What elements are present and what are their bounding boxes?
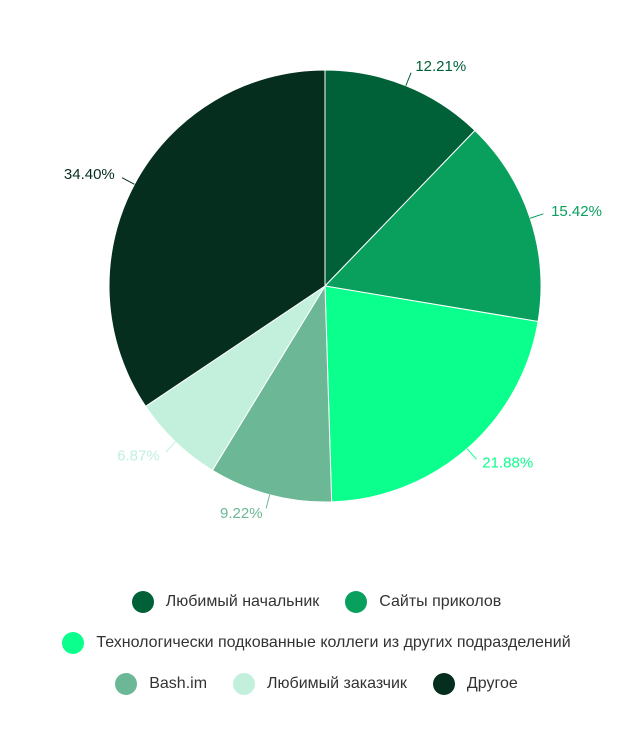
data-label: 6.87% [117, 447, 160, 464]
legend-item: Сайты приколов [345, 591, 501, 613]
legend-label: Любимый начальник [165, 593, 320, 610]
data-label: 34.40% [64, 166, 115, 183]
leader-line [265, 494, 271, 509]
data-label: 21.88% [482, 455, 533, 472]
legend-item: Любимый начальник [131, 591, 320, 613]
leader-line [466, 448, 477, 460]
leader-line [165, 441, 176, 453]
leader-line [405, 72, 412, 86]
legend-swatch [131, 591, 154, 613]
legend-swatch [233, 673, 256, 695]
leader-line [121, 177, 135, 185]
legend-swatch [62, 632, 85, 654]
pie-slice [211, 284, 333, 503]
legend-item: Технологически подкованные коллеги из др… [62, 632, 571, 654]
leader-line [529, 213, 544, 219]
legend-item: Любимый заказчик [233, 673, 407, 695]
legend-row: Bash.im Любимый заказчик Другое [0, 673, 633, 695]
data-label: 15.42% [551, 203, 602, 220]
legend-label: Bash.im [149, 675, 208, 692]
legend-row: Любимый начальник Сайты приколов [0, 591, 633, 613]
legend-swatch [432, 673, 455, 695]
pie-slice [324, 285, 539, 503]
legend-row: Технологически подкованные коллеги из др… [0, 632, 633, 654]
legend-label: Сайты приколов [379, 593, 502, 610]
legend-swatch [345, 591, 368, 613]
legend-item: Bash.im [115, 673, 207, 695]
pie-slice [108, 69, 326, 407]
legend-label: Другое [466, 675, 518, 692]
data-label: 12.21% [415, 58, 466, 75]
legend-label: Технологически подкованные коллеги из др… [96, 634, 571, 651]
data-label: 9.22% [220, 505, 263, 522]
legend-label: Любимый заказчик [267, 675, 407, 692]
legend-swatch [115, 673, 138, 695]
pie-area: 12.21% 15.42% 21.88% 9.22% 6.87% 34.40% [64, 58, 602, 522]
legend-item: Другое [432, 673, 518, 695]
